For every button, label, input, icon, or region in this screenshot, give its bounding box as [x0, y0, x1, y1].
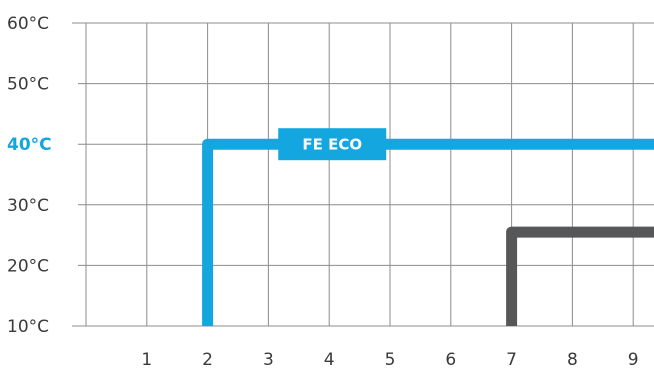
- x-tick-label: 6: [445, 350, 456, 370]
- x-tick-label: 1: [141, 350, 152, 370]
- y-tick-label: 60°C: [7, 14, 49, 34]
- tick-labels: 10°C 20°C 30°C 40°C 50°C 60°C 1 2 3 4 5 6 7 8 9: [7, 14, 639, 370]
- y-tick-label: 30°C: [7, 196, 49, 216]
- series-line: [506, 226, 654, 326]
- x-tick-label: 7: [506, 350, 517, 370]
- y-tick-label: 20°C: [7, 256, 49, 276]
- grid: [72, 22, 654, 327]
- x-tick-label: 8: [567, 350, 578, 370]
- series-line: [202, 138, 654, 326]
- x-tick-label: 4: [324, 350, 335, 370]
- series-labels: FE ECO: [278, 128, 387, 161]
- series-label-box: [278, 128, 387, 161]
- y-tick-label: 50°C: [7, 75, 49, 95]
- series-label: FE ECO: [302, 136, 362, 154]
- y-tick-label-highlight: 40°C: [7, 135, 52, 155]
- series-lines: [202, 138, 654, 326]
- x-tick-label: 2: [202, 350, 213, 370]
- x-tick-label: 3: [263, 350, 274, 370]
- y-tick-label: 10°C: [7, 317, 49, 337]
- x-tick-label: 5: [385, 350, 396, 370]
- x-tick-label: 9: [628, 350, 639, 370]
